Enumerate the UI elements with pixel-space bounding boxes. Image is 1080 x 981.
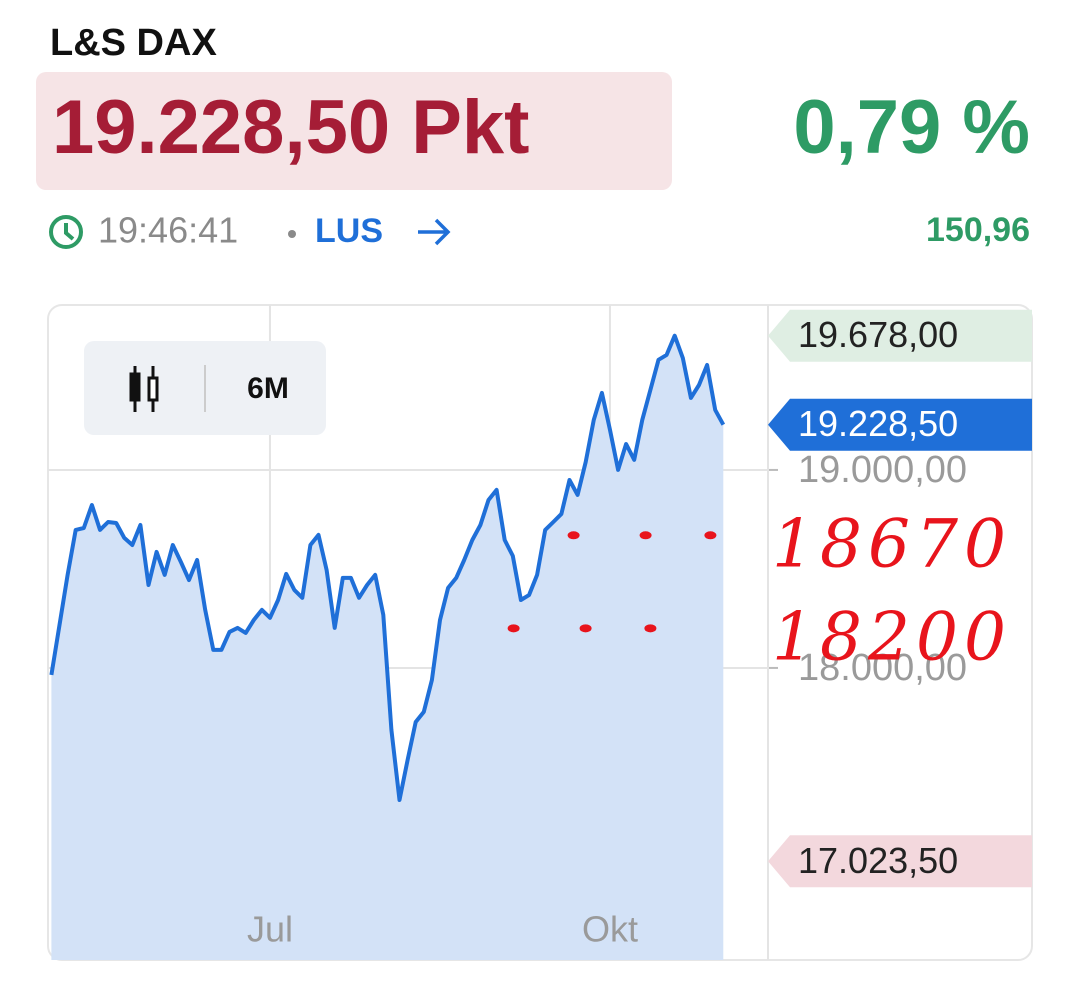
clock-icon (49, 215, 83, 249)
annotation-dot (639, 531, 652, 540)
annotation-dot (644, 624, 657, 633)
change-pct: 0,79 % (793, 85, 1030, 170)
high-tag-label: 19.678,00 (798, 314, 958, 355)
candle-icon[interactable] (129, 366, 159, 412)
high-tag (768, 309, 1032, 362)
y-tick-label: 18.000,00 (798, 647, 967, 689)
annotation-dot (507, 624, 520, 633)
last-tag-label: 19.228,50 (798, 403, 958, 444)
x-tick-label: Okt (582, 909, 638, 950)
separator (288, 230, 296, 238)
range-label[interactable]: 6M (247, 372, 289, 405)
price: 19.228,50 Pkt (52, 85, 530, 170)
annotation-dot (579, 624, 592, 633)
line (49, 333, 726, 802)
low-tag-label: 17.023,50 (798, 840, 958, 881)
last-tag (768, 398, 1032, 451)
price-bg (36, 72, 672, 190)
x-tick-label: Jul (247, 909, 293, 950)
annotation-dot (567, 531, 580, 540)
low-tag (768, 835, 1032, 888)
area (51, 335, 724, 960)
title: L&S DAX (50, 22, 217, 64)
y-tick-label: 19.000,00 (798, 449, 967, 491)
exchange-link[interactable]: LUS (315, 212, 383, 250)
annotation-dot (704, 531, 717, 540)
time: 19:46:41 (98, 210, 238, 251)
annotation-label: 18670 (772, 505, 1012, 582)
annotation-label: 18200 (772, 598, 1012, 675)
arrow-icon[interactable] (418, 218, 451, 246)
plot: Jul Okt 19.000,00 18.000,00 19.678,00 19.228,… (48, 305, 1032, 960)
change-abs: 150,96 (926, 211, 1030, 249)
